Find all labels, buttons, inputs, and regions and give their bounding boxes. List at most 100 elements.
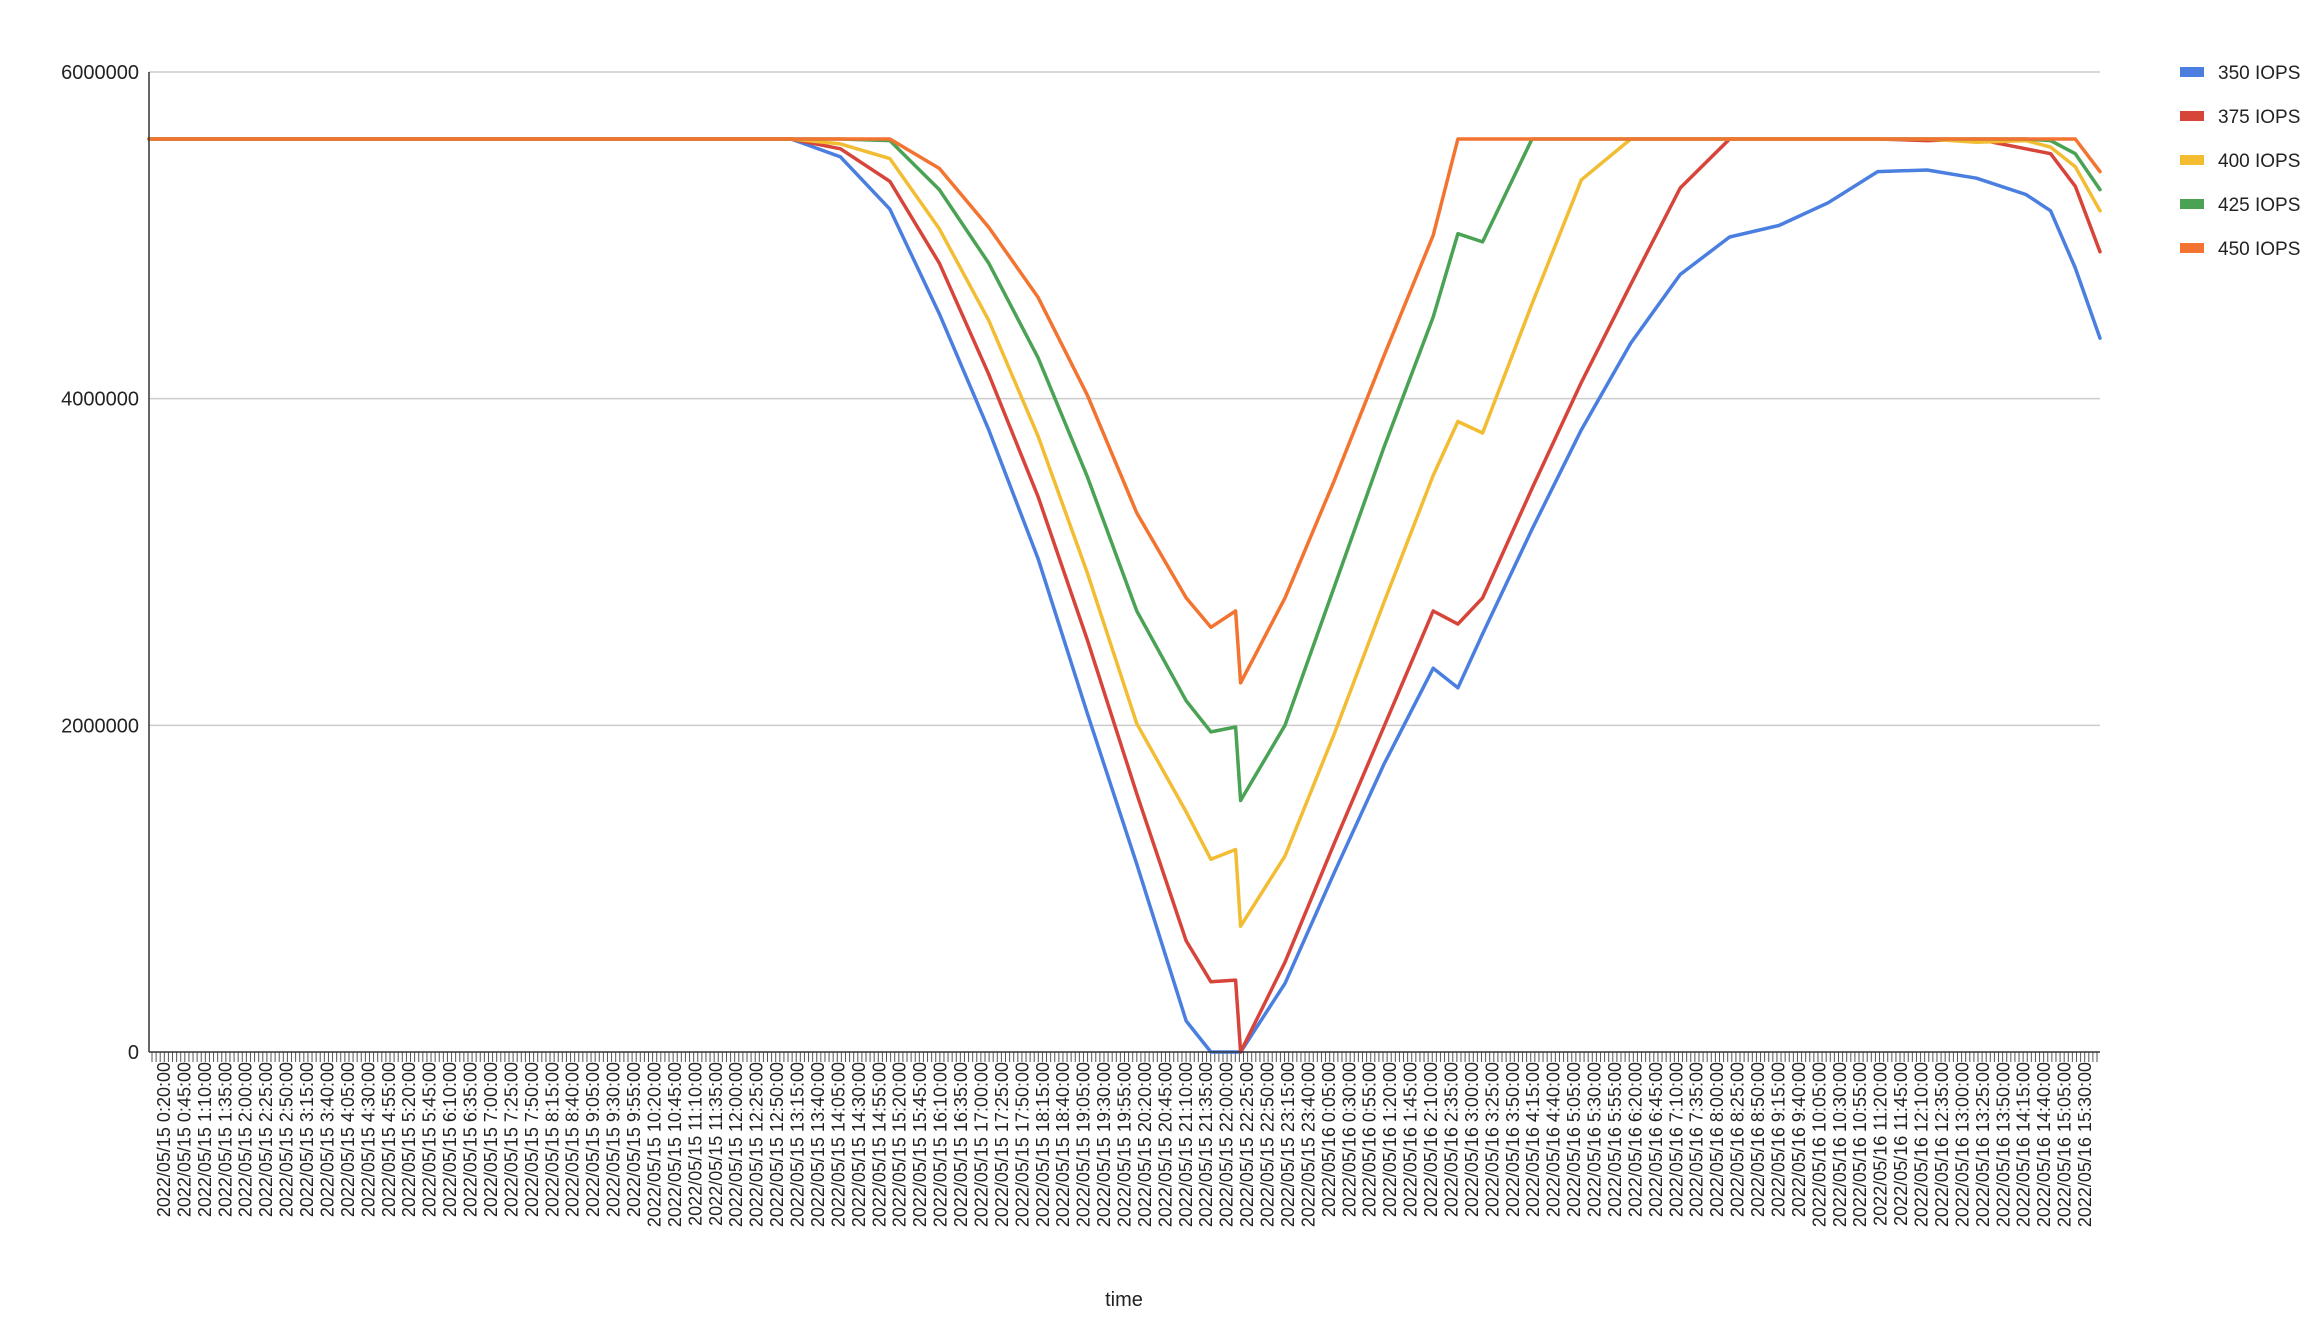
x-tick-label: 2022/05/16 9:15:00 [1768, 1062, 1788, 1217]
x-tick-label: 2022/05/15 2:50:00 [277, 1062, 297, 1217]
x-tick-label: 2022/05/16 11:45:00 [1891, 1062, 1911, 1226]
x-tick-label: 2022/05/15 19:55:00 [1115, 1062, 1135, 1227]
x-tick-label: 2022/05/15 3:15:00 [297, 1062, 317, 1217]
x-tick-label: 2022/05/16 0:55:00 [1360, 1062, 1380, 1217]
series-line-3 [147, 137, 2102, 928]
x-tick-label: 2022/05/16 3:25:00 [1482, 1062, 1502, 1217]
series-line-5 [147, 137, 2102, 685]
x-tick-label: 2022/05/16 6:20:00 [1625, 1062, 1645, 1217]
x-tick-label: 2022/05/15 0:45:00 [174, 1062, 194, 1217]
legend-label: 350 IOPS [2218, 63, 2300, 84]
x-tick-label: 2022/05/16 2:10:00 [1421, 1062, 1441, 1217]
x-tick-label: 2022/05/16 7:10:00 [1666, 1062, 1686, 1217]
x-tick-label: 2022/05/15 6:10:00 [440, 1062, 460, 1217]
x-axis-minor-ticks [151, 1052, 2098, 1062]
x-tick-label: 2022/05/16 10:05:00 [1809, 1062, 1829, 1227]
x-tick-label: 2022/05/16 4:40:00 [1544, 1062, 1564, 1217]
x-tick-label: 2022/05/15 21:35:00 [1196, 1062, 1216, 1227]
x-tick-label: 2022/05/15 14:30:00 [849, 1062, 869, 1227]
x-tick-label: 2022/05/15 4:30:00 [358, 1062, 378, 1217]
x-tick-label: 2022/05/15 1:35:00 [215, 1062, 235, 1217]
x-axis-tick-labels: 2022/05/15 0:20:00 2022/05/15 0:45:00 2022… [154, 1062, 2095, 1227]
x-tick-label: 2022/05/15 12:00:00 [726, 1062, 746, 1227]
x-tick-label: 2022/05/15 17:50:00 [1012, 1062, 1032, 1227]
x-tick-label: 2022/05/15 5:45:00 [420, 1062, 440, 1217]
x-tick-label: 2022/05/15 19:05:00 [1074, 1062, 1094, 1227]
x-tick-label: 2022/05/15 9:30:00 [604, 1062, 624, 1217]
x-tick-label: 2022/05/16 14:15:00 [2014, 1062, 2034, 1227]
x-tick-label: 2022/05/15 1:10:00 [195, 1062, 215, 1217]
x-tick-label: 2022/05/16 5:55:00 [1605, 1062, 1625, 1217]
x-tick-label: 2022/05/16 12:10:00 [1912, 1062, 1932, 1227]
x-tick-label: 2022/05/15 7:00:00 [481, 1062, 501, 1217]
x-tick-label: 2022/05/16 0:30:00 [1339, 1062, 1359, 1217]
x-tick-label: 2022/05/15 5:20:00 [399, 1062, 419, 1217]
x-tick-label: 2022/05/15 7:50:00 [522, 1062, 542, 1217]
legend-swatch [2180, 199, 2204, 209]
x-tick-label: 2022/05/16 11:20:00 [1871, 1062, 1891, 1226]
x-tick-label: 2022/05/15 2:25:00 [256, 1062, 276, 1217]
x-tick-label: 2022/05/15 22:50:00 [1258, 1062, 1278, 1227]
x-tick-label: 2022/05/15 14:05:00 [828, 1062, 848, 1227]
x-tick-label: 2022/05/15 11:35:00 [706, 1062, 726, 1226]
x-tick-label: 2022/05/15 19:30:00 [1094, 1062, 1114, 1227]
x-tick-label: 2022/05/16 0:05:00 [1319, 1062, 1339, 1217]
x-tick-label: 2022/05/16 2:35:00 [1441, 1062, 1461, 1217]
x-tick-label: 2022/05/15 15:45:00 [910, 1062, 930, 1227]
x-tick-label: 2022/05/15 9:55:00 [624, 1062, 644, 1217]
x-tick-label: 2022/05/16 5:05:00 [1564, 1062, 1584, 1217]
legend: 350 IOPS 375 IOPS 400 IOPS 425 IOPS 450 IOPS [2180, 63, 2300, 260]
x-tick-label: 2022/05/16 13:50:00 [1993, 1062, 2013, 1227]
x-tick-label: 2022/05/15 20:45:00 [1155, 1062, 1175, 1227]
legend-label: 400 IOPS [2218, 151, 2300, 172]
x-tick-label: 2022/05/15 4:05:00 [338, 1062, 358, 1217]
x-tick-label: 2022/05/16 8:50:00 [1748, 1062, 1768, 1217]
x-tick-label: 2022/05/16 14:40:00 [2034, 1062, 2054, 1227]
x-tick-label: 2022/05/16 1:45:00 [1401, 1062, 1421, 1217]
x-tick-label: 2022/05/15 10:45:00 [665, 1062, 685, 1227]
legend-label: 375 IOPS [2218, 107, 2300, 128]
legend-label: 450 IOPS [2218, 239, 2300, 260]
x-tick-label: 2022/05/15 14:55:00 [869, 1062, 889, 1227]
x-tick-label: 2022/05/15 21:10:00 [1176, 1062, 1196, 1227]
x-tick-label: 2022/05/15 8:15:00 [542, 1062, 562, 1217]
series-line-1 [147, 137, 2102, 1054]
x-tick-label: 2022/05/15 17:25:00 [992, 1062, 1012, 1227]
x-tick-label: 2022/05/15 23:40:00 [1298, 1062, 1318, 1227]
x-tick-label: 2022/05/15 13:40:00 [808, 1062, 828, 1227]
x-tick-label: 2022/05/16 12:35:00 [1932, 1062, 1952, 1227]
x-tick-label: 2022/05/15 0:20:00 [154, 1062, 174, 1217]
x-tick-label: 2022/05/15 16:10:00 [931, 1062, 951, 1227]
x-tick-label: 2022/05/15 2:00:00 [236, 1062, 256, 1217]
x-tick-label: 2022/05/15 11:10:00 [685, 1062, 705, 1226]
y-tick-label: 6000000 [61, 62, 139, 84]
x-tick-label: 2022/05/16 3:50:00 [1503, 1062, 1523, 1217]
x-tick-label: 2022/05/15 3:40:00 [317, 1062, 337, 1217]
legend-swatch [2180, 155, 2204, 165]
x-tick-label: 2022/05/16 3:00:00 [1462, 1062, 1482, 1217]
x-tick-label: 2022/05/16 10:30:00 [1830, 1062, 1850, 1227]
series-line-2 [147, 137, 2102, 1054]
x-axis-title: time [1105, 1289, 1143, 1311]
x-tick-label: 2022/05/16 7:35:00 [1687, 1062, 1707, 1217]
x-tick-label: 2022/05/15 13:15:00 [788, 1062, 808, 1227]
x-tick-label: 2022/05/15 12:25:00 [747, 1062, 767, 1227]
x-tick-label: 2022/05/16 15:05:00 [2055, 1062, 2075, 1227]
x-tick-label: 2022/05/15 8:40:00 [563, 1062, 583, 1217]
x-tick-label: 2022/05/15 15:20:00 [890, 1062, 910, 1227]
x-tick-label: 2022/05/15 22:00:00 [1217, 1062, 1237, 1227]
x-tick-label: 2022/05/16 10:55:00 [1850, 1062, 1870, 1227]
x-tick-label: 2022/05/15 17:00:00 [971, 1062, 991, 1227]
x-tick-label: 2022/05/16 4:15:00 [1523, 1062, 1543, 1217]
x-tick-label: 2022/05/16 6:45:00 [1646, 1062, 1666, 1217]
series-lines [147, 137, 2102, 1054]
grid-lines [149, 71, 2100, 727]
legend-label: 425 IOPS [2218, 195, 2300, 216]
x-tick-label: 2022/05/15 18:15:00 [1033, 1062, 1053, 1227]
x-tick-label: 2022/05/16 9:40:00 [1789, 1062, 1809, 1217]
y-tick-label: 0 [128, 1042, 139, 1064]
legend-swatch [2180, 243, 2204, 253]
x-tick-label: 2022/05/15 22:25:00 [1237, 1062, 1257, 1227]
x-tick-label: 2022/05/15 6:35:00 [461, 1062, 481, 1217]
